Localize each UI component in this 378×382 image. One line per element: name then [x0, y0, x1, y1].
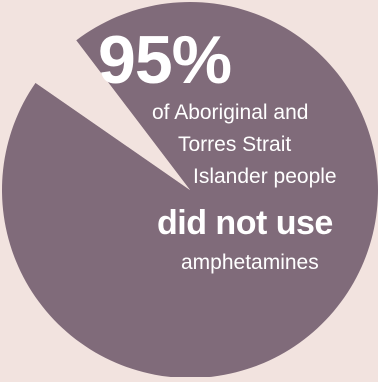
tail-text: amphetamines	[181, 251, 319, 274]
pie-slice-remainder	[35, 40, 190, 191]
percent-label: 95%	[98, 22, 232, 98]
description-line-1: of Aboriginal and	[152, 101, 309, 124]
description-line-2: Torres Strait	[178, 133, 292, 156]
emphasis-text: did not use	[157, 204, 333, 242]
description-line-3: Islander people	[193, 165, 337, 188]
